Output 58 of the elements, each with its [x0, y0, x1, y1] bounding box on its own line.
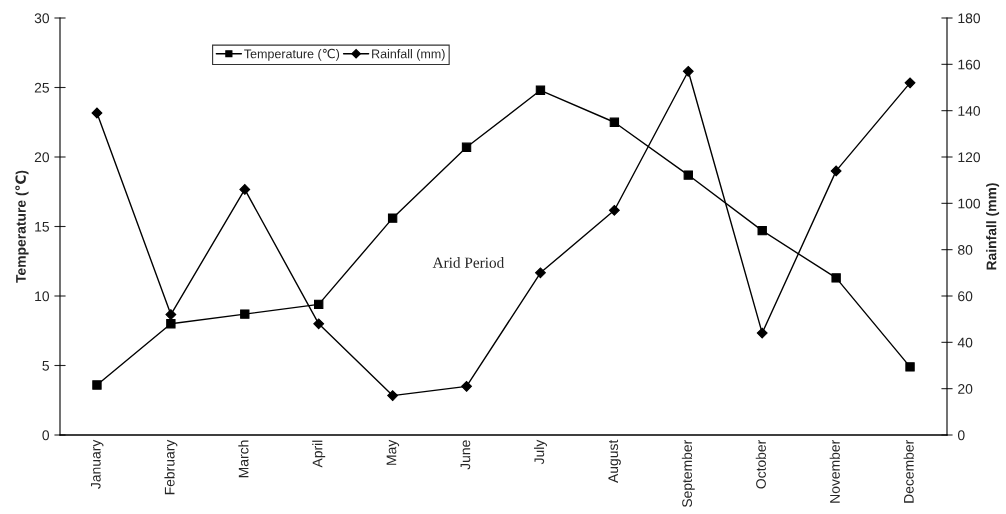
- y2-tick-label: 180: [958, 13, 981, 24]
- x-tick-label: January: [90, 439, 104, 489]
- point: [830, 165, 842, 177]
- point: [165, 309, 177, 320]
- x-tick-label: November: [829, 439, 840, 503]
- point: [905, 362, 915, 372]
- y2-tick-label: 0: [957, 430, 965, 441]
- point: [535, 267, 546, 279]
- point: [535, 85, 546, 95]
- point: [92, 380, 102, 390]
- y2-tick-label: 40: [957, 337, 973, 348]
- y-tick-label: 10: [35, 291, 50, 302]
- point: [91, 107, 103, 119]
- y2-tick-label: 160: [958, 59, 981, 70]
- annotation: Arid Period: [432, 257, 505, 268]
- point: [756, 327, 768, 339]
- y2-tick-label: 60: [958, 291, 973, 302]
- point: [683, 170, 693, 180]
- y-axis-title: Temperature (℃): [15, 170, 29, 283]
- x-tick-label: September: [681, 439, 695, 508]
- point: [461, 142, 472, 152]
- x-tick-label: August: [608, 439, 621, 483]
- point: [608, 204, 620, 216]
- y2-tick-label: 100: [958, 198, 981, 209]
- y-tick-label: 30: [34, 13, 50, 24]
- x-tick-label: June: [460, 440, 471, 470]
- y2-tick-label: 20: [958, 384, 973, 394]
- x-tick-label: April: [312, 440, 326, 468]
- y-tick-label: 0: [42, 430, 50, 441]
- y2-tick-label: 80: [958, 245, 973, 255]
- point: [461, 380, 472, 392]
- point: [240, 309, 250, 319]
- point: [831, 273, 841, 283]
- x-tick-label: February: [164, 439, 178, 495]
- point: [387, 390, 399, 402]
- point: [166, 319, 176, 329]
- point: [313, 318, 325, 330]
- y2-tick-label: 120: [958, 152, 981, 163]
- point: [682, 65, 694, 77]
- y2-tick-label: 140: [958, 106, 981, 116]
- point: [609, 117, 620, 127]
- x-tick-label: December: [903, 439, 914, 503]
- legend-label: Temperature (℃): [244, 48, 340, 61]
- y2-axis-title: Rainfall (mm): [986, 183, 1000, 270]
- point: [757, 225, 767, 236]
- x-tick-label: July: [533, 439, 547, 465]
- y-tick-label: 20: [34, 152, 50, 163]
- x-tick-label: March: [238, 440, 249, 478]
- y-tick-label: 15: [35, 221, 49, 232]
- y-tick-label: 5: [42, 360, 49, 371]
- point: [239, 184, 251, 195]
- point: [314, 299, 324, 310]
- x-tick-label: May: [386, 439, 400, 465]
- y-tick-label: 25: [34, 82, 49, 93]
- point: [904, 77, 916, 89]
- point: [387, 213, 398, 223]
- legend-label: Rainfall (mm): [372, 49, 445, 61]
- x-tick-label: October: [755, 439, 766, 489]
